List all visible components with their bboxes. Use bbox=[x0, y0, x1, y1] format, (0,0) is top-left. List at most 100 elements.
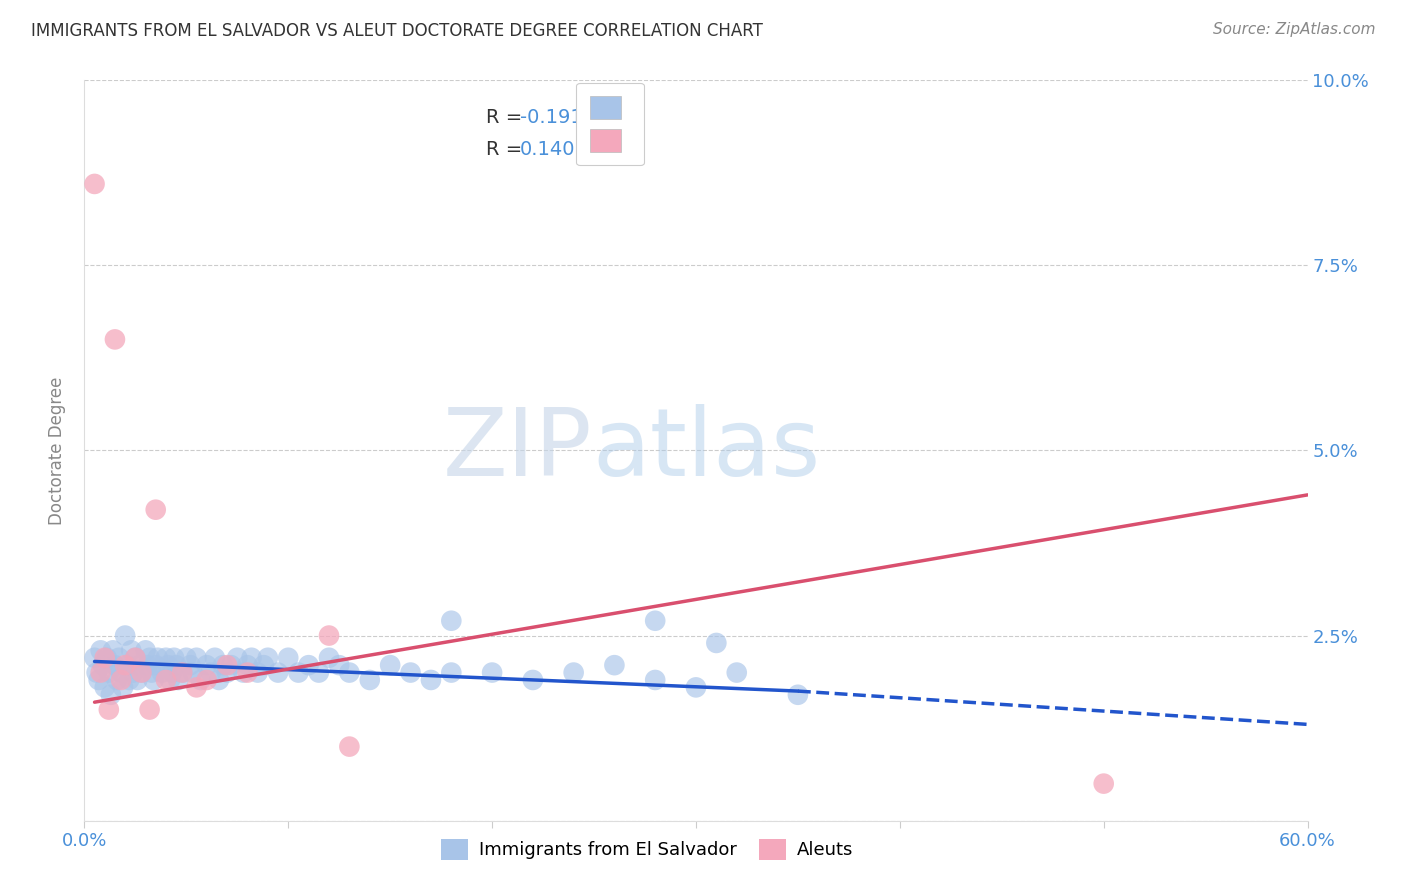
Point bbox=[122, 665, 145, 680]
Point bbox=[308, 665, 330, 680]
Point bbox=[186, 681, 208, 695]
Point bbox=[226, 650, 249, 665]
Point bbox=[135, 643, 157, 657]
Point bbox=[219, 658, 242, 673]
Point bbox=[115, 658, 138, 673]
Point bbox=[138, 703, 160, 717]
Point bbox=[145, 658, 167, 673]
Point bbox=[138, 650, 160, 665]
Point bbox=[141, 665, 163, 680]
Point bbox=[298, 658, 321, 673]
Point bbox=[100, 688, 122, 702]
Point bbox=[204, 650, 226, 665]
Point bbox=[114, 658, 136, 673]
Point bbox=[160, 665, 183, 680]
Point bbox=[212, 658, 235, 673]
Text: 83: 83 bbox=[620, 109, 645, 128]
Point bbox=[87, 673, 110, 687]
Point bbox=[420, 673, 443, 687]
Text: atlas: atlas bbox=[592, 404, 820, 497]
Point bbox=[440, 665, 463, 680]
Point bbox=[120, 643, 142, 657]
Point bbox=[110, 665, 132, 680]
Point bbox=[359, 673, 381, 687]
Text: R =: R = bbox=[485, 109, 529, 128]
Point bbox=[90, 643, 112, 657]
Point bbox=[155, 650, 177, 665]
Point bbox=[105, 673, 128, 687]
Point bbox=[246, 665, 269, 680]
Point bbox=[155, 673, 177, 687]
Point bbox=[236, 665, 259, 680]
Point bbox=[236, 658, 259, 673]
Text: N =: N = bbox=[578, 109, 634, 128]
Point bbox=[195, 658, 218, 673]
Point bbox=[186, 650, 208, 665]
Point bbox=[110, 673, 132, 687]
Point bbox=[603, 658, 626, 673]
Point bbox=[318, 628, 340, 642]
Point bbox=[131, 665, 153, 680]
Point bbox=[83, 650, 105, 665]
Point bbox=[195, 673, 218, 687]
Point bbox=[104, 658, 127, 673]
Point bbox=[440, 614, 463, 628]
Text: R =: R = bbox=[485, 139, 529, 159]
Text: 0.140: 0.140 bbox=[520, 139, 575, 159]
Point bbox=[101, 643, 124, 657]
Point bbox=[127, 673, 149, 687]
Point bbox=[200, 665, 222, 680]
Text: Source: ZipAtlas.com: Source: ZipAtlas.com bbox=[1212, 22, 1375, 37]
Point bbox=[380, 658, 402, 673]
Text: IMMIGRANTS FROM EL SALVADOR VS ALEUT DOCTORATE DEGREE CORRELATION CHART: IMMIGRANTS FROM EL SALVADOR VS ALEUT DOC… bbox=[31, 22, 763, 40]
Text: N =: N = bbox=[578, 139, 634, 159]
Point bbox=[706, 636, 728, 650]
Point bbox=[142, 673, 165, 687]
Point bbox=[86, 665, 108, 680]
Point bbox=[725, 665, 748, 680]
Point bbox=[165, 658, 187, 673]
Point bbox=[83, 177, 105, 191]
Point bbox=[181, 665, 204, 680]
Point bbox=[96, 650, 118, 665]
Point bbox=[339, 665, 361, 680]
Point bbox=[267, 665, 290, 680]
Legend: Immigrants from El Salvador, Aleuts: Immigrants from El Salvador, Aleuts bbox=[434, 832, 860, 867]
Point bbox=[131, 665, 153, 680]
Point bbox=[118, 673, 141, 687]
Point bbox=[685, 681, 707, 695]
Point bbox=[644, 673, 666, 687]
Point bbox=[318, 650, 340, 665]
Point bbox=[217, 665, 239, 680]
Point bbox=[128, 658, 150, 673]
Point bbox=[240, 650, 263, 665]
Point bbox=[146, 650, 169, 665]
Point bbox=[172, 665, 194, 680]
Point bbox=[644, 614, 666, 628]
Point bbox=[190, 673, 212, 687]
Point bbox=[481, 665, 503, 680]
Point bbox=[108, 650, 131, 665]
Point bbox=[114, 628, 136, 642]
Point bbox=[93, 681, 115, 695]
Point bbox=[159, 673, 181, 687]
Point bbox=[787, 688, 810, 702]
Point bbox=[399, 665, 422, 680]
Point bbox=[124, 650, 146, 665]
Point bbox=[124, 650, 146, 665]
Point bbox=[150, 665, 173, 680]
Point bbox=[208, 673, 231, 687]
Point bbox=[136, 658, 159, 673]
Point bbox=[232, 665, 254, 680]
Point bbox=[112, 681, 135, 695]
Point bbox=[90, 665, 112, 680]
Point bbox=[91, 658, 114, 673]
Y-axis label: Doctorate Degree: Doctorate Degree bbox=[48, 376, 66, 524]
Point bbox=[163, 650, 186, 665]
Point bbox=[93, 650, 115, 665]
Point bbox=[277, 650, 299, 665]
Point bbox=[97, 703, 120, 717]
Text: -0.191: -0.191 bbox=[520, 109, 582, 128]
Point bbox=[167, 673, 190, 687]
Point bbox=[1092, 776, 1115, 791]
